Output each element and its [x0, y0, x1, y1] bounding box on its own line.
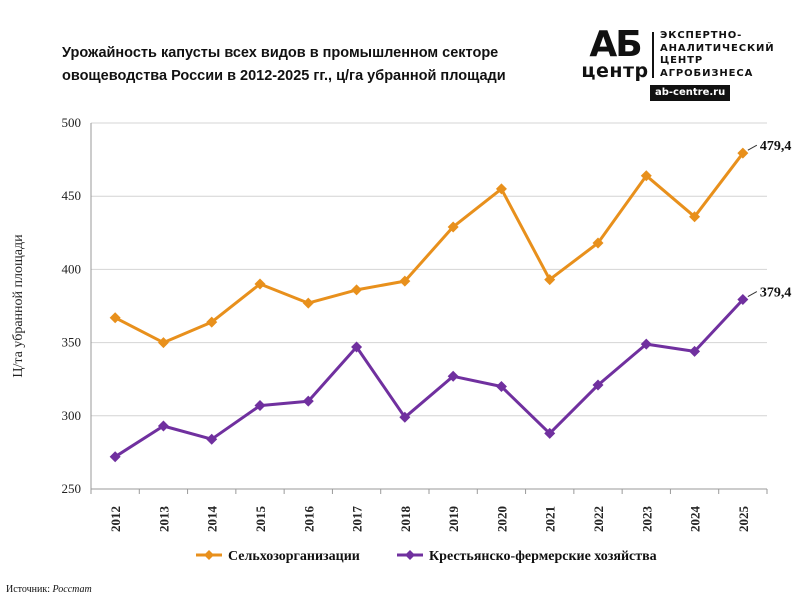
logo-text: ЭКСПЕРТНО- АНАЛИТИЧЕСКИЙ ЦЕНТР АГРОБИЗНЕ…	[660, 30, 792, 80]
legend-marker	[405, 550, 415, 560]
x-tick-label: 2019	[446, 506, 461, 533]
y-tick-label: 300	[62, 408, 82, 423]
data-point	[351, 284, 363, 296]
data-point	[689, 211, 701, 223]
end-value-label: 379,4	[760, 286, 792, 301]
data-point	[254, 400, 266, 412]
chart-title-line-2: овощеводства России в 2012-2025 гг., ц/г…	[62, 68, 506, 84]
data-point	[495, 381, 507, 393]
x-tick-label: 2021	[543, 506, 558, 532]
y-tick-label: 250	[62, 481, 82, 496]
data-point	[254, 278, 266, 290]
data-point	[544, 427, 556, 439]
data-point	[495, 183, 507, 195]
source-note: Источник: Росстат	[6, 584, 92, 595]
x-tick-label: 2022	[591, 506, 606, 532]
data-point	[544, 274, 556, 286]
legend-marker	[204, 550, 214, 560]
x-tick-label: 2024	[688, 506, 703, 533]
data-point	[447, 221, 459, 233]
data-point	[351, 341, 363, 353]
series-line-1	[114, 152, 745, 345]
data-point	[640, 338, 652, 350]
data-point	[399, 411, 411, 423]
x-tick-label: 2015	[253, 506, 268, 533]
end-label-leader	[747, 144, 758, 151]
ab-centre-logo: АБ центр ЭКСПЕРТНО- АНАЛИТИЧЕСКИЙ ЦЕНТР …	[576, 24, 792, 103]
data-point	[640, 170, 652, 182]
logo-text-line: АНАЛИТИЧЕСКИЙ	[660, 42, 775, 54]
data-point	[109, 312, 121, 324]
x-tick-label: 2018	[398, 506, 413, 533]
end-label-leader	[747, 291, 758, 297]
data-point	[737, 294, 749, 306]
data-point	[447, 370, 459, 382]
y-tick-label: 400	[62, 261, 82, 276]
x-tick-label: 2025	[736, 506, 751, 533]
x-tick-label: 2012	[108, 506, 123, 532]
data-point	[206, 433, 218, 445]
data-point	[592, 379, 604, 391]
logo-url[interactable]: ab-centre.ru	[650, 85, 731, 101]
legend-label: Сельхозорганизации	[228, 549, 360, 564]
chart-title-line-1: Урожайность капусты всех видов в промышл…	[62, 45, 499, 61]
x-tick-label: 2017	[350, 506, 365, 533]
series-line-2	[114, 298, 744, 459]
data-point	[302, 395, 314, 407]
logo-text-line: АГРОБИЗНЕСА	[660, 67, 754, 79]
x-tick-label: 2023	[639, 506, 654, 533]
logo-mark-letters: АБ	[589, 24, 642, 65]
x-tick-label: 2014	[205, 506, 220, 533]
end-value-label: 479,4	[760, 139, 792, 154]
logo-mark-word: центр	[581, 60, 649, 82]
data-point	[157, 420, 169, 432]
data-point	[592, 237, 604, 249]
data-point	[737, 147, 749, 159]
data-point	[157, 337, 169, 349]
chart-title: Урожайность капусты всех видов в промышл…	[62, 42, 562, 88]
logo-text-line: ЦЕНТР	[660, 55, 704, 66]
y-tick-label: 500	[62, 115, 82, 130]
logo-text-line: ЭКСПЕРТНО-	[660, 30, 743, 41]
y-tick-label: 350	[62, 335, 82, 350]
x-tick-label: 2013	[156, 506, 171, 533]
legend-label: Крестьянско-фермерские хозяйства	[429, 549, 657, 564]
y-tick-label: 450	[62, 188, 82, 203]
x-tick-label: 2016	[301, 506, 316, 533]
data-point	[689, 345, 701, 357]
source-name: Росстат	[52, 584, 92, 595]
data-point	[109, 451, 121, 463]
data-point	[206, 316, 218, 328]
x-tick-label: 2020	[494, 506, 509, 532]
data-point	[302, 297, 314, 309]
source-label: Источник:	[6, 584, 51, 595]
logo-divider	[652, 32, 654, 78]
logo-mark: АБ центр	[578, 24, 652, 82]
data-point	[399, 275, 411, 287]
y-axis-label: Ц/та убранной площади	[11, 234, 26, 378]
